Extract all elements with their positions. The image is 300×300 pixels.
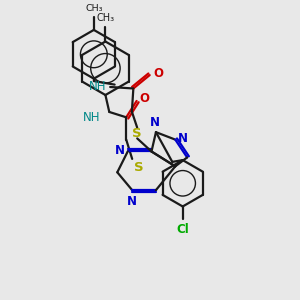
Text: CH₃: CH₃ xyxy=(85,4,103,13)
Text: N: N xyxy=(115,143,125,157)
Text: S: S xyxy=(134,161,143,174)
Text: NH: NH xyxy=(89,80,106,94)
Text: O: O xyxy=(153,67,163,80)
Text: O: O xyxy=(140,92,150,105)
Text: Cl: Cl xyxy=(176,223,189,236)
Text: S: S xyxy=(132,127,142,140)
Text: N: N xyxy=(149,116,160,129)
Text: N: N xyxy=(127,195,137,208)
Text: CH₃: CH₃ xyxy=(96,13,115,23)
Text: NH: NH xyxy=(83,111,101,124)
Text: N: N xyxy=(178,132,188,145)
